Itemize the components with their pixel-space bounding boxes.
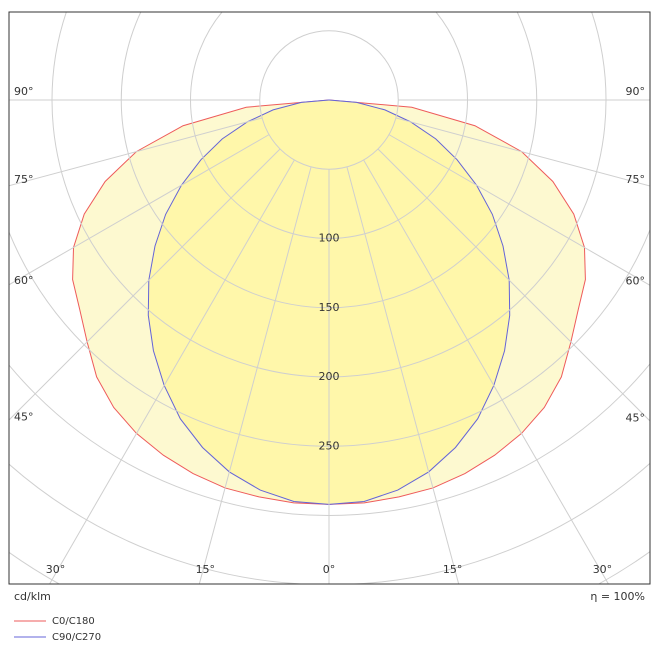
radial-tick-label: 100 [319, 232, 340, 245]
grid-spoke [9, 134, 270, 286]
grid-spoke [388, 134, 650, 286]
angle-label: 0° [323, 563, 336, 576]
grid-spoke [9, 117, 263, 187]
angle-label: 30° [593, 563, 613, 576]
efficiency-label: η = 100% [590, 590, 645, 603]
grid-spoke [346, 166, 460, 584]
grid-spoke [9, 148, 281, 421]
angle-label: 90° [626, 85, 646, 98]
angle-label: 30° [46, 563, 66, 576]
angle-label: 45° [626, 412, 646, 425]
angle-label: 15° [196, 563, 216, 576]
legend-label: C90/C270 [52, 632, 101, 643]
radial-tick-label: 200 [319, 370, 340, 383]
unit-label: cd/klm [14, 590, 51, 603]
plot-border [8, 11, 651, 585]
grid-spoke [377, 148, 650, 422]
grid-spoke [363, 159, 610, 584]
angle-label: 60° [14, 274, 34, 287]
grid-spoke [48, 159, 295, 584]
angle-label: 60° [626, 274, 646, 287]
grid-spoke [395, 117, 650, 187]
angle-label: 75° [626, 173, 646, 186]
angle-label: 15° [443, 563, 463, 576]
angle-label: 90° [14, 85, 34, 98]
radial-tick-label: 150 [319, 301, 340, 314]
legend-label: C0/C180 [52, 616, 95, 627]
angle-label: 75° [14, 173, 34, 186]
angle-label: 45° [14, 411, 34, 424]
grid-spoke [198, 166, 312, 584]
radial-tick-label: 250 [319, 439, 340, 452]
